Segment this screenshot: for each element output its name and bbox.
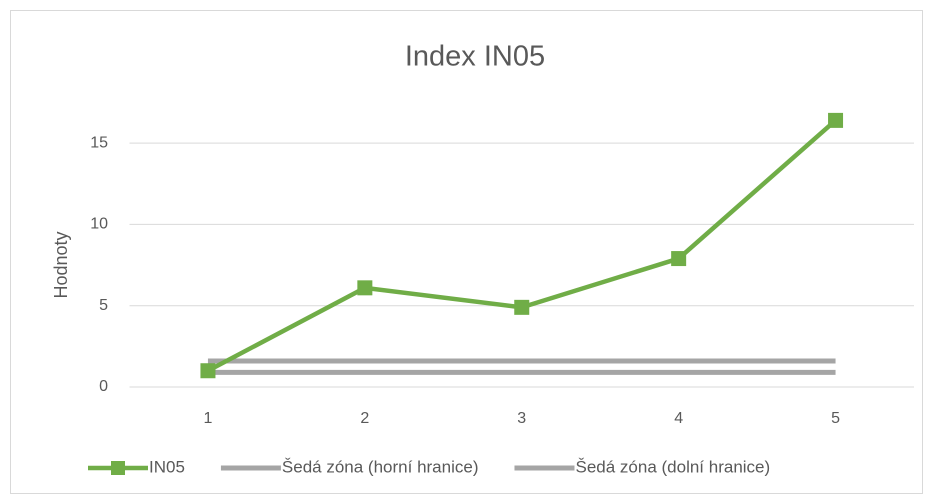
legend-label: Šedá zóna (horní hranice)	[282, 457, 479, 476]
y-tick-label: 15	[90, 134, 108, 151]
y-tick-label: 5	[99, 297, 108, 314]
y-tick-label: 0	[99, 378, 108, 395]
y-axis-label: Hodnoty	[51, 231, 71, 298]
legend-label: Šedá zóna (dolní hranice)	[575, 457, 770, 476]
data-point	[671, 251, 687, 267]
x-tick-label: 3	[517, 410, 526, 427]
x-tick-label: 4	[674, 410, 683, 427]
chart-title: Index IN05	[405, 41, 545, 73]
data-point	[200, 363, 216, 379]
x-tick-label: 2	[360, 410, 369, 427]
y-tick-label: 10	[90, 216, 108, 233]
data-point	[828, 112, 844, 128]
x-tick-label: 5	[831, 410, 840, 427]
x-tick-label: 1	[203, 410, 212, 427]
chart-border	[10, 10, 923, 494]
legend-label: IN05	[149, 457, 185, 476]
legend-marker	[111, 461, 125, 475]
data-point	[514, 299, 530, 315]
data-point	[357, 280, 373, 296]
